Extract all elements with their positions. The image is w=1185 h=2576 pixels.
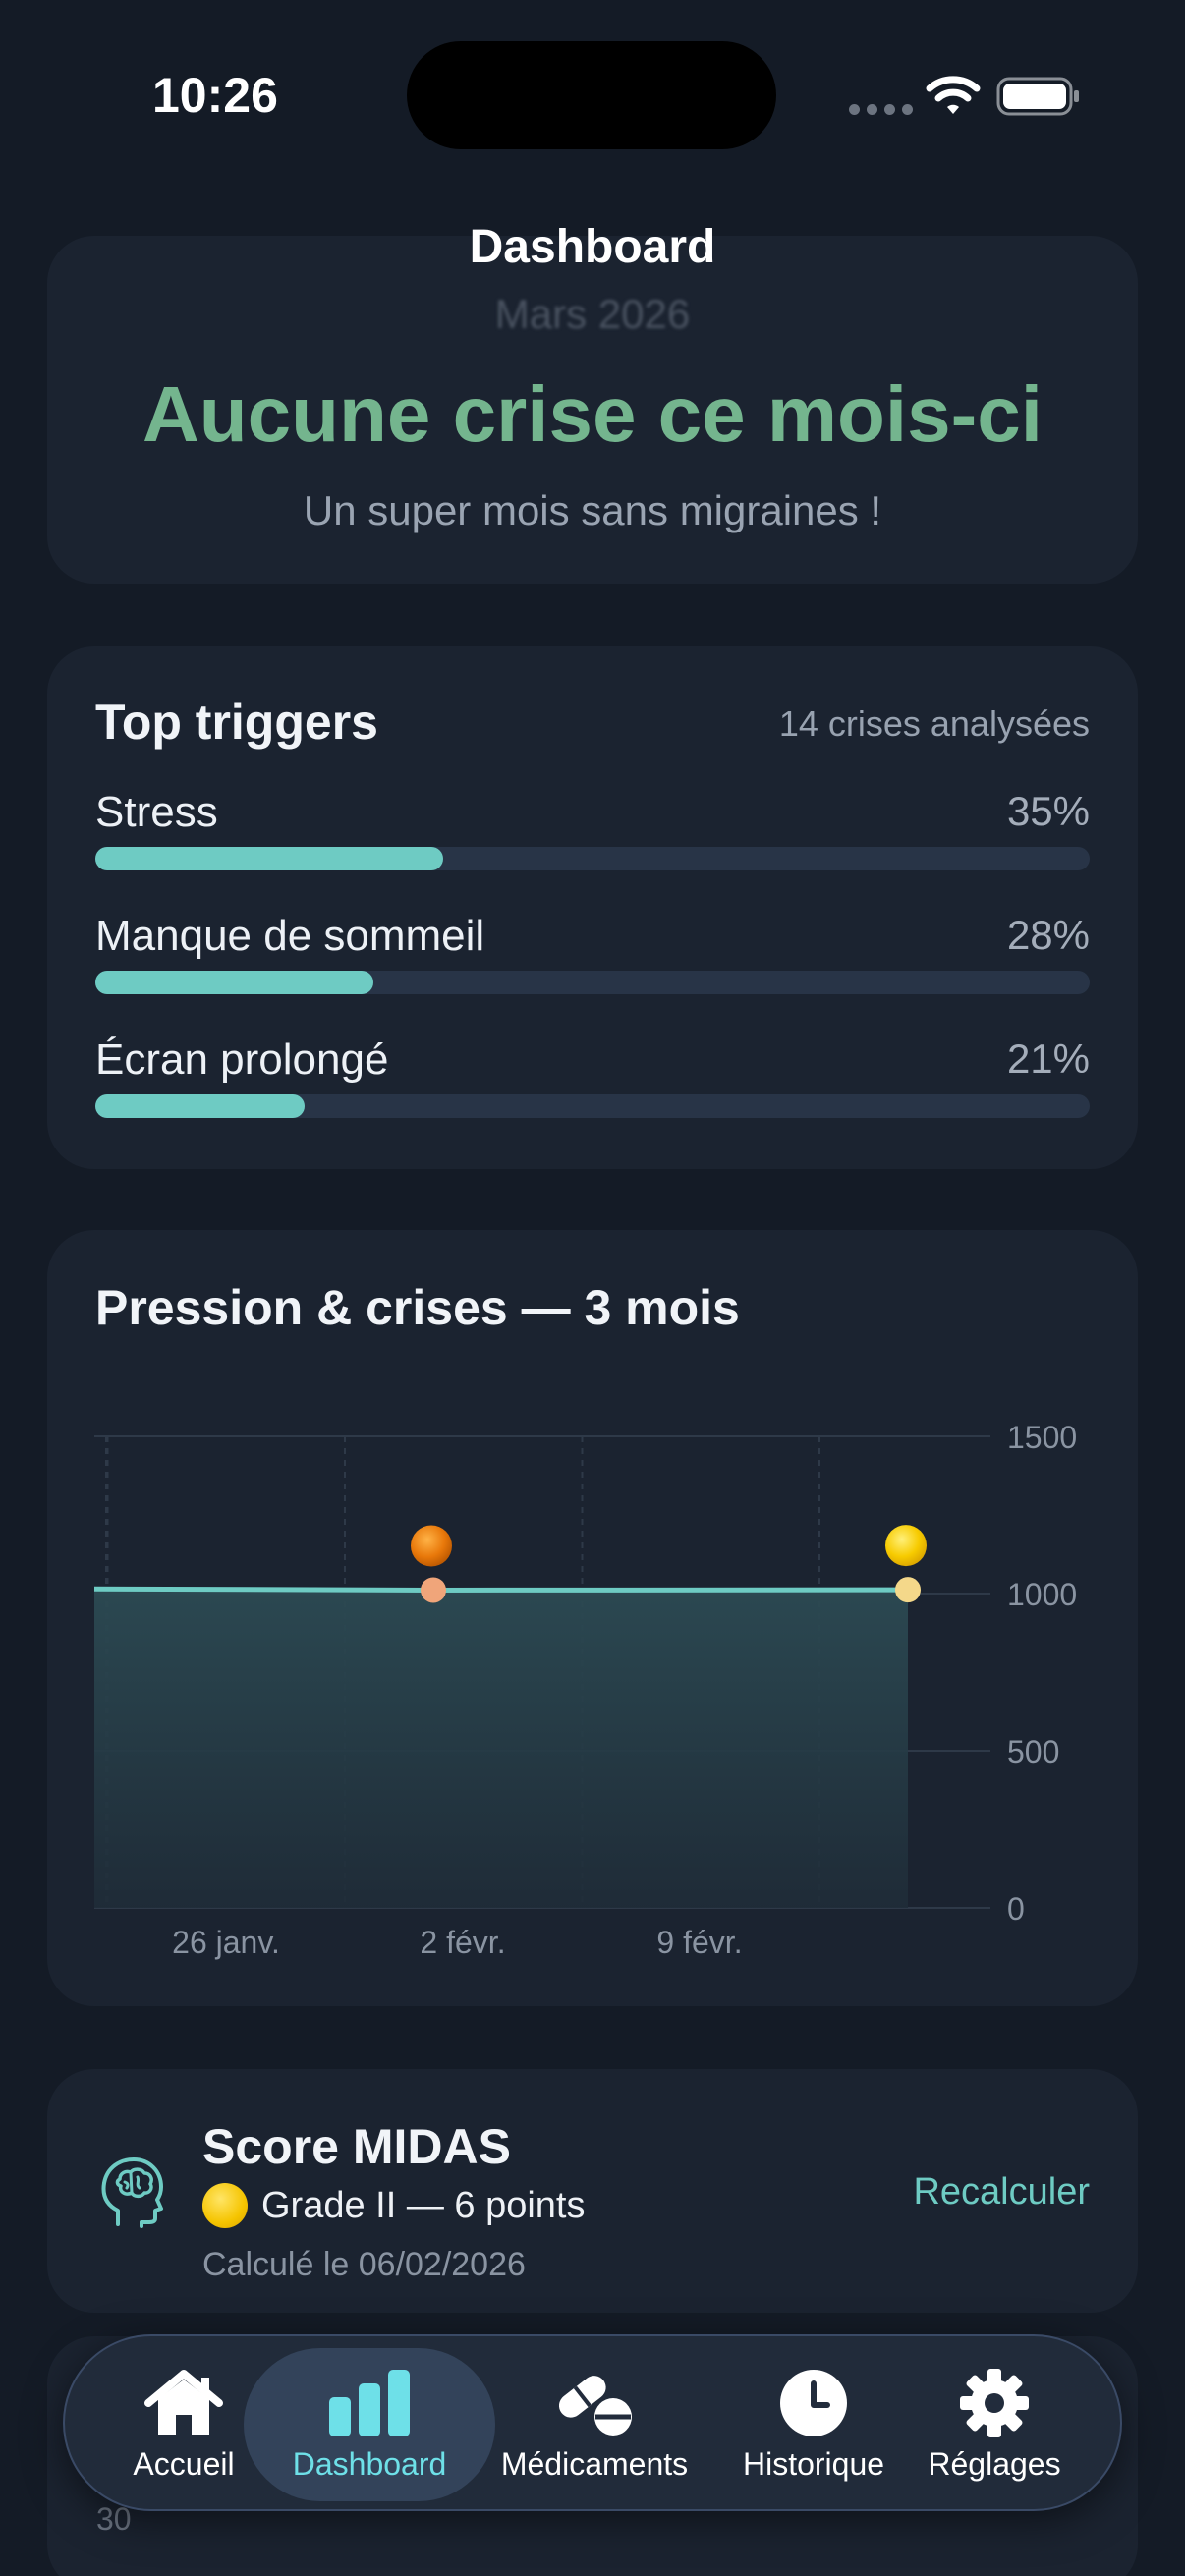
tab-medicaments[interactable]: Médicaments: [489, 2336, 700, 2513]
trigger-percent: 21%: [1006, 1036, 1090, 1082]
recalculate-button[interactable]: Recalculer: [913, 2171, 1090, 2212]
y-tick-label: 0: [1007, 1891, 1025, 1927]
midas-title: Score MIDAS: [202, 2119, 511, 2174]
trigger-percent: 35%: [1006, 788, 1090, 834]
tab-historique[interactable]: Historique: [733, 2336, 894, 2513]
trigger-bar-fill: [95, 847, 444, 870]
tab-label: Médicaments: [500, 2446, 689, 2482]
pressure-chart-card: Pression & crises — 3 mois: [47, 1230, 1138, 2006]
clock-icon: [780, 2370, 847, 2436]
house-icon: [144, 2370, 223, 2435]
grade-yellow-dot-icon: [202, 2183, 248, 2228]
pills-icon: [558, 2376, 632, 2436]
trigger-row-stress: Stress 35%: [95, 788, 1090, 870]
crisis-point: [421, 1577, 446, 1603]
tab-accueil[interactable]: Accueil: [120, 2336, 248, 2513]
trigger-percent: 28%: [1006, 912, 1090, 958]
triggers-title: Top triggers: [95, 695, 378, 750]
trigger-bar-fill: [95, 971, 374, 994]
midas-grade-text: Grade II — 6 points: [261, 2184, 586, 2226]
trigger-bar-fill: [95, 1094, 305, 1118]
trigger-bar-track: [95, 971, 1090, 994]
status-time: 10:26: [152, 68, 278, 123]
x-tick-label: 2 févr.: [420, 1925, 505, 1960]
trigger-bar-track: [95, 847, 1090, 870]
x-tick-label: 9 févr.: [656, 1925, 742, 1960]
trigger-bar-track: [95, 1094, 1090, 1118]
crisis-severity-marker: [411, 1525, 452, 1567]
chart-title: Pression & crises — 3 mois: [95, 1280, 740, 1335]
summary-month: Mars 2026: [494, 291, 691, 337]
y-tick-label: 1000: [1007, 1577, 1077, 1612]
midas-date: Calculé le 06/02/2026: [202, 2246, 526, 2283]
summary-subtitle: Un super mois sans migraines !: [303, 487, 882, 533]
tab-label: Accueil: [133, 2446, 235, 2482]
top-triggers-card: Top triggers 14 crises analysées Stress …: [47, 646, 1138, 1169]
x-tick-label: 26 janv.: [172, 1925, 280, 1960]
trigger-label: Écran prolongé: [95, 1036, 389, 1084]
tab-reglages[interactable]: Réglages: [926, 2336, 1063, 2513]
tab-label: Réglages: [928, 2446, 1061, 2482]
chart-bar-icon: [329, 2370, 410, 2436]
summary-headline: Aucune crise ce mois-ci: [142, 370, 1043, 458]
y-tick-label: 1500: [1007, 1420, 1077, 1455]
trigger-row-screen: Écran prolongé 21%: [95, 1036, 1090, 1118]
crisis-point: [895, 1577, 921, 1603]
midas-score-card[interactable]: Score MIDAS Grade II — 6 points Calculé …: [47, 2069, 1138, 2313]
trigger-label: Manque de sommeil: [95, 912, 485, 960]
nav-title: Dashboard: [469, 221, 716, 273]
crisis-severity-marker: [885, 1525, 927, 1567]
tab-dashboard[interactable]: Dashboard: [293, 2336, 446, 2513]
midas-grade: Grade II — 6 points: [202, 2183, 586, 2228]
wifi-icon: [926, 76, 981, 114]
trigger-label: Stress: [95, 788, 218, 836]
pressure-line: [93, 1586, 909, 1593]
tab-label: Dashboard: [292, 2446, 447, 2482]
battery-icon: [996, 77, 1079, 116]
pressure-chart: 0 500 1000 1500 26 janv. 2 févr. 9 févr.: [93, 1420, 1077, 1960]
pressure-area: [94, 1589, 908, 1908]
brain-head-icon: [101, 2157, 163, 2228]
cellular-signal-icon: [849, 104, 913, 115]
dynamic-island: [407, 41, 776, 149]
trigger-row-sleep: Manque de sommeil 28%: [95, 912, 1090, 994]
triggers-count: 14 crises analysées: [778, 703, 1090, 744]
gear-icon: [960, 2369, 1029, 2437]
y-tick-label: 500: [1007, 1734, 1059, 1769]
month-summary-card: Mars 2026 Aucune crise ce mois-ci Un sup…: [47, 236, 1138, 584]
tab-bar: Accueil Dashboard Médicaments: [63, 2334, 1122, 2511]
tab-label: Historique: [742, 2446, 885, 2482]
